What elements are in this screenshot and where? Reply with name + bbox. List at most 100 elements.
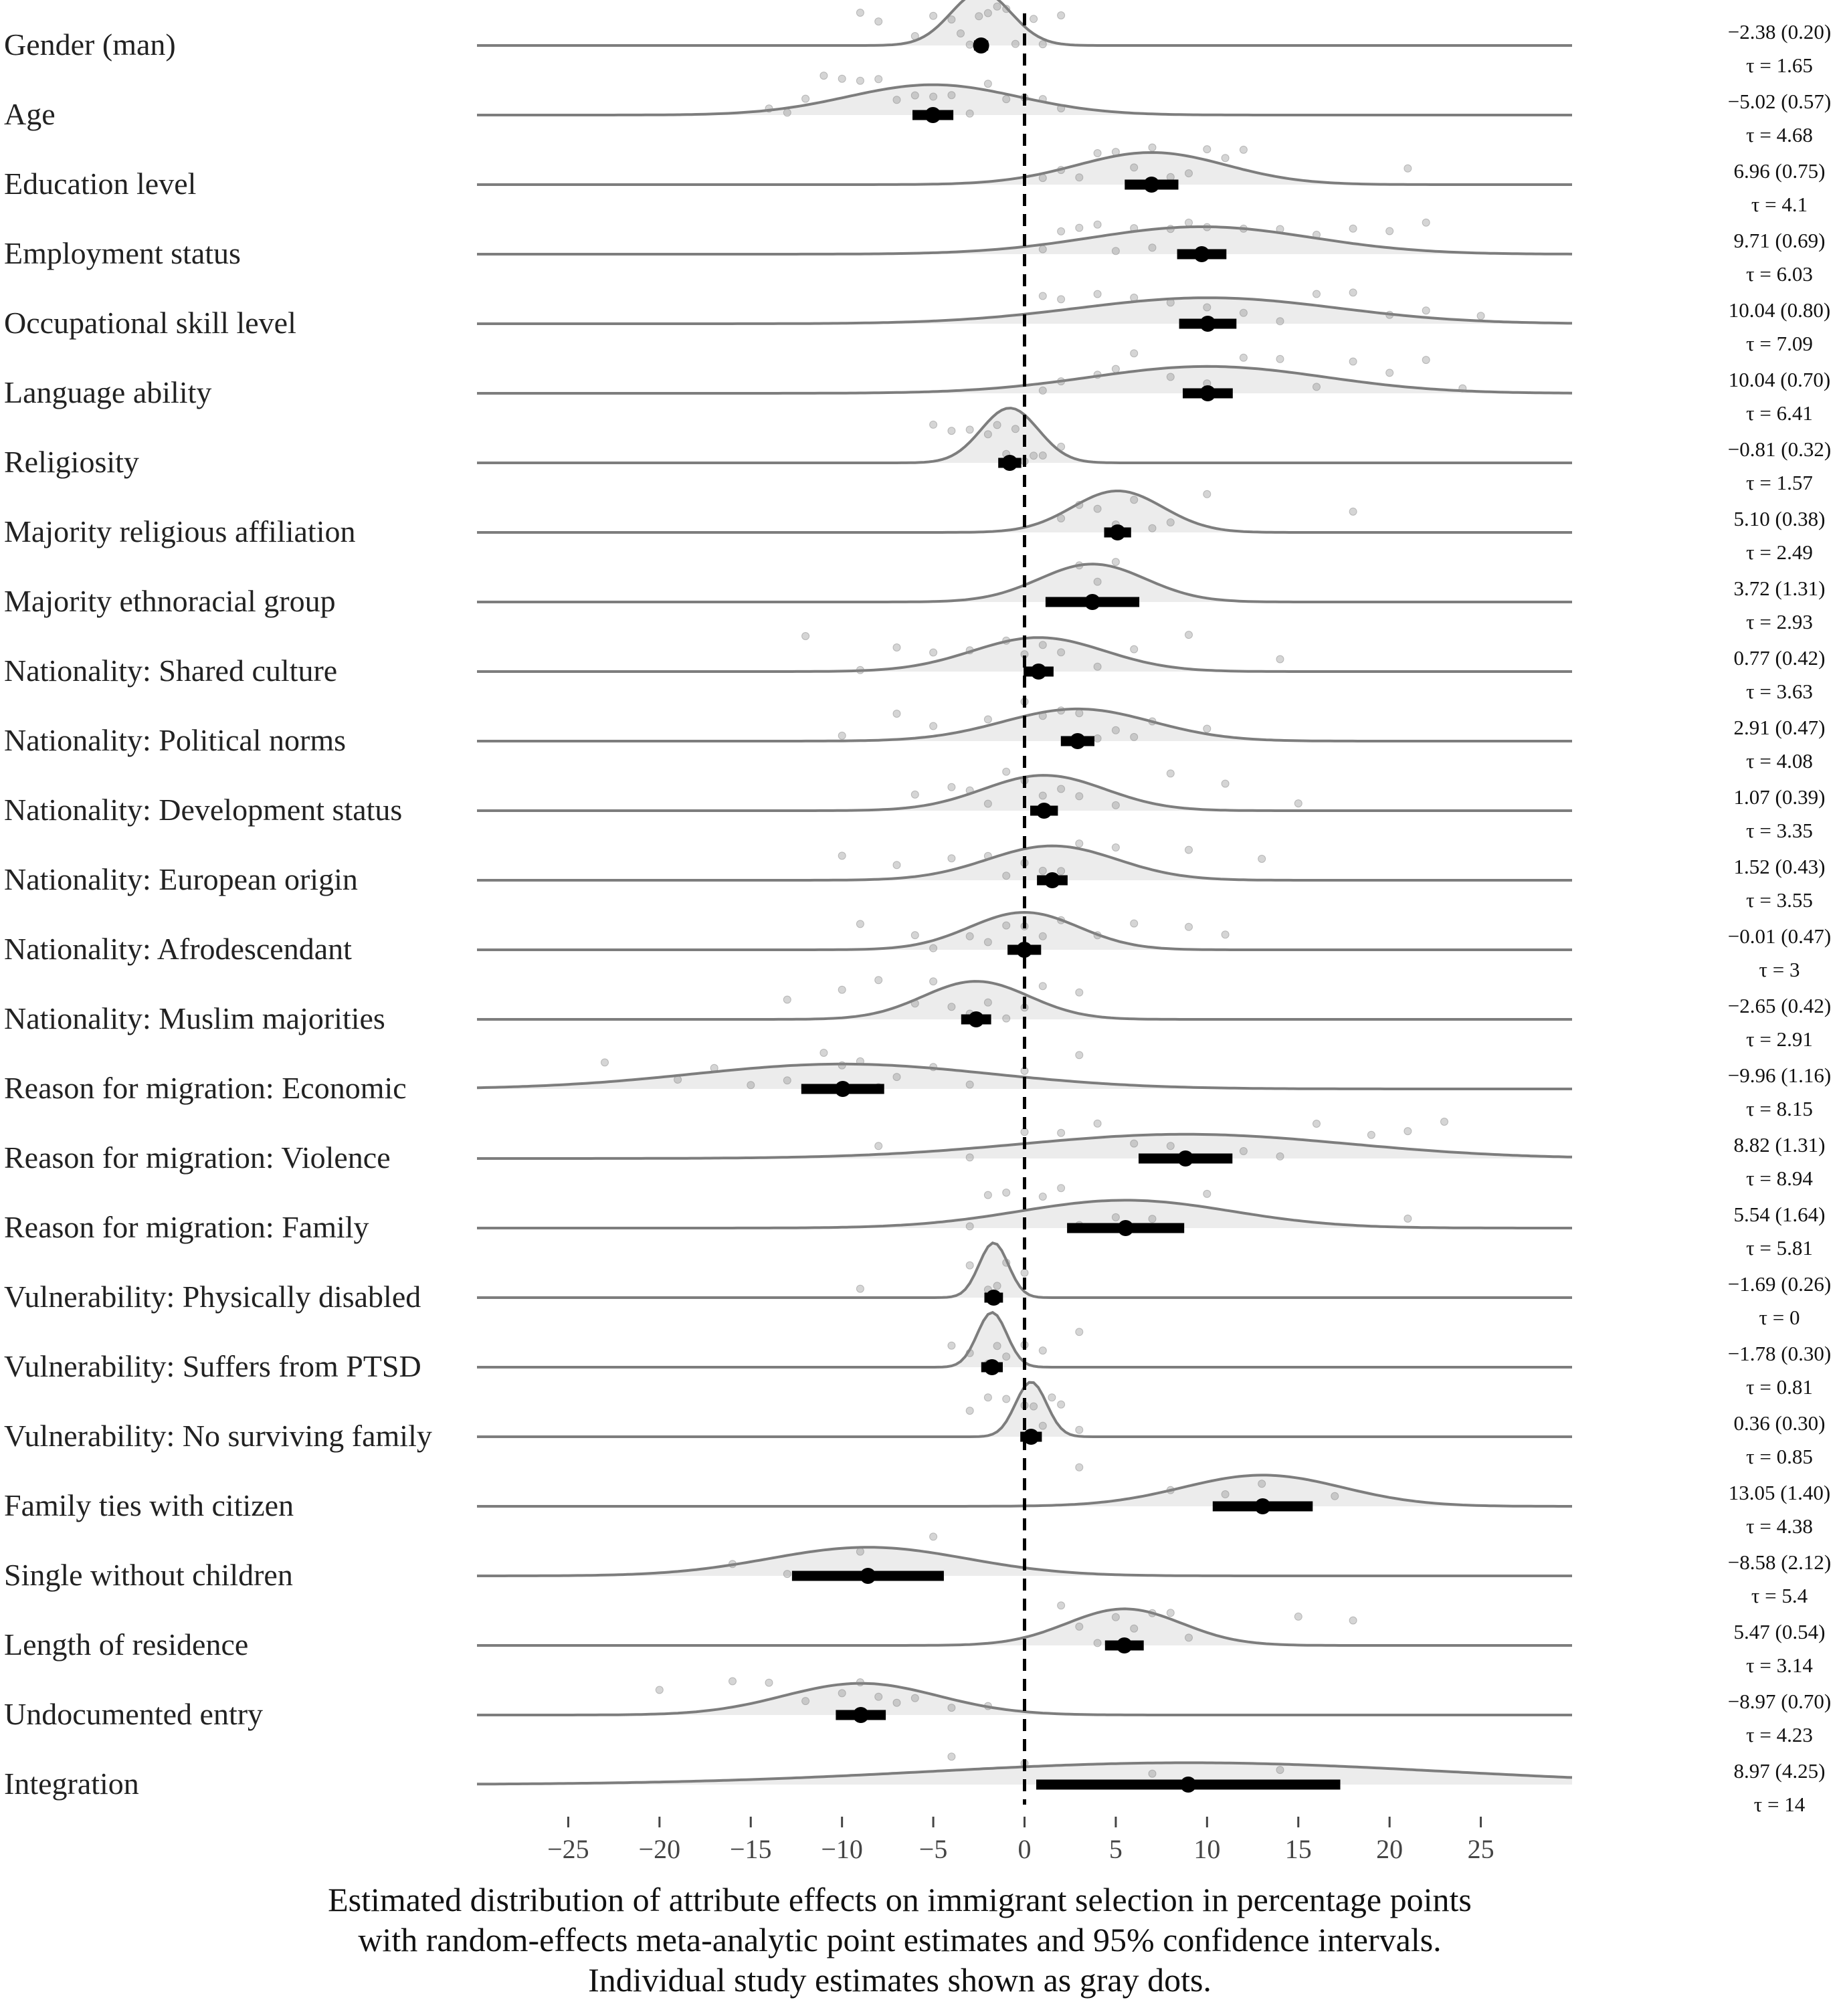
study-estimate-dot (929, 722, 938, 730)
tau-text: τ = 3.63 (1746, 680, 1813, 703)
ridge-row: Length of residence 5.47 (0.54) τ = 3.14 (4, 1601, 1826, 1677)
tau-text: τ = 4.68 (1746, 123, 1813, 146)
study-estimate-dot (1075, 1051, 1084, 1060)
caption-line: with random-effects meta-analytic point … (358, 1921, 1441, 1958)
study-estimate-dot (947, 1003, 956, 1011)
study-estimate-dot (1111, 558, 1120, 567)
point-estimate (1030, 664, 1047, 680)
study-estimate-dot (1148, 524, 1157, 532)
point-estimate (968, 1011, 985, 1027)
study-estimate-dot (1057, 648, 1066, 657)
study-estimate-dot (1111, 801, 1120, 809)
study-estimate-dot (947, 427, 956, 435)
study-estimate-dot (1166, 1142, 1175, 1150)
study-estimate-dot (1130, 224, 1139, 233)
ridge-row: Education level 6.96 (0.75) τ = 4.1 (4, 143, 1826, 216)
study-estimate-dot (601, 1058, 609, 1067)
study-estimate-dot (965, 1261, 974, 1270)
study-estimate-dot (1111, 1613, 1120, 1621)
study-estimate-dot (729, 1677, 737, 1686)
point-estimate (1117, 1220, 1134, 1236)
study-estimate-dot (1403, 164, 1412, 173)
estimate-text: −0.81 (0.32) (1728, 437, 1831, 461)
study-estimate-dot (947, 1704, 956, 1712)
ridge-row: Nationality: Shared culture 0.77 (0.42) τ … (4, 631, 1825, 703)
study-estimate-dot (1385, 369, 1394, 377)
study-estimate-dot (1203, 145, 1212, 154)
study-estimate-dot (1185, 218, 1193, 227)
estimate-text: 2.91 (0.47) (1734, 716, 1826, 739)
row-label: Majority ethnoracial group (4, 584, 336, 618)
study-estimate-dot (801, 1697, 810, 1706)
row-label: Vulnerability: No surviving family (4, 1419, 432, 1453)
row-label: Undocumented entry (4, 1697, 263, 1731)
study-estimate-dot (856, 1678, 864, 1687)
point-estimate (1036, 803, 1052, 819)
study-estimate-dot (1075, 223, 1084, 232)
ridge-row: Vulnerability: Physically disabled −1.69 … (4, 1241, 1831, 1329)
study-estimate-dot (1002, 1258, 1011, 1267)
study-estimate-dot (1002, 767, 1011, 776)
estimate-text: 5.47 (0.54) (1734, 1620, 1826, 1643)
density-fill (477, 227, 1572, 254)
study-estimate-dot (1166, 298, 1175, 307)
row-label: Nationality: Afrodescendant (4, 932, 352, 966)
density-fill (477, 1683, 1572, 1715)
study-estimate-dot (1349, 507, 1357, 516)
tau-text: τ = 4.38 (1746, 1514, 1813, 1538)
ridge-row: Vulnerability: No surviving family 0.36 (… (4, 1381, 1825, 1468)
study-estimate-dot (856, 9, 864, 17)
study-estimate-dot (1002, 1189, 1011, 1197)
tau-text: τ = 3.55 (1746, 888, 1813, 912)
study-estimate-dot (765, 1678, 773, 1687)
x-tick-label: 20 (1376, 1834, 1403, 1864)
study-estimate-dot (1075, 1425, 1084, 1434)
estimate-text: 6.96 (0.75) (1734, 159, 1826, 183)
x-tick-label: −5 (919, 1834, 948, 1864)
x-tick-label: 15 (1285, 1834, 1312, 1864)
point-estimate (1016, 942, 1033, 958)
study-estimate-dot (1221, 930, 1230, 939)
x-tick-label: −25 (547, 1834, 589, 1864)
estimate-text: 5.54 (1.64) (1734, 1203, 1826, 1226)
point-estimate (1177, 1150, 1194, 1167)
study-estimate-dot (1349, 1616, 1357, 1625)
row-label: Reason for migration: Family (4, 1210, 369, 1244)
study-estimate-dot (1038, 95, 1047, 104)
study-estimate-dot (1313, 383, 1321, 391)
study-estimate-dot (1185, 169, 1193, 178)
study-estimate-dot (1258, 1480, 1266, 1488)
density-fill (477, 1547, 1572, 1576)
tau-text: τ = 4.23 (1746, 1723, 1813, 1746)
study-estimate-dot (1038, 1346, 1047, 1355)
study-estimate-dot (1002, 1352, 1011, 1361)
study-estimate-dot (993, 1342, 1001, 1350)
study-estimate-dot (1130, 349, 1139, 358)
density-fill (477, 775, 1572, 811)
tau-text: τ = 3.14 (1746, 1653, 1813, 1677)
study-estimate-dot (892, 1073, 901, 1082)
point-estimate (1180, 1777, 1197, 1793)
study-estimate-dot (1294, 799, 1302, 808)
study-estimate-dot (1038, 386, 1047, 395)
study-estimate-dot (783, 1076, 791, 1085)
estimate-text: 8.97 (4.25) (1734, 1759, 1826, 1783)
study-estimate-dot (1111, 843, 1120, 851)
study-estimate-dot (1002, 921, 1011, 930)
study-estimate-dot (910, 931, 919, 940)
study-estimate-dot (1002, 872, 1011, 880)
point-estimate (1143, 177, 1160, 193)
point-estimate (1109, 524, 1126, 540)
study-estimate-dot (1038, 712, 1047, 720)
study-estimate-dot (957, 29, 965, 37)
study-estimate-dot (1057, 227, 1066, 235)
estimate-text: 3.72 (1.31) (1734, 577, 1826, 600)
study-estimate-dot (1130, 496, 1139, 504)
study-estimate-dot (1002, 636, 1011, 645)
study-estimate-dot (747, 1081, 755, 1090)
study-estimate-dot (1239, 145, 1248, 154)
study-estimate-dot (1221, 779, 1230, 788)
study-estimate-dot (975, 12, 983, 21)
study-estimate-dot (1349, 224, 1357, 233)
study-estimate-dot (1221, 1490, 1230, 1498)
